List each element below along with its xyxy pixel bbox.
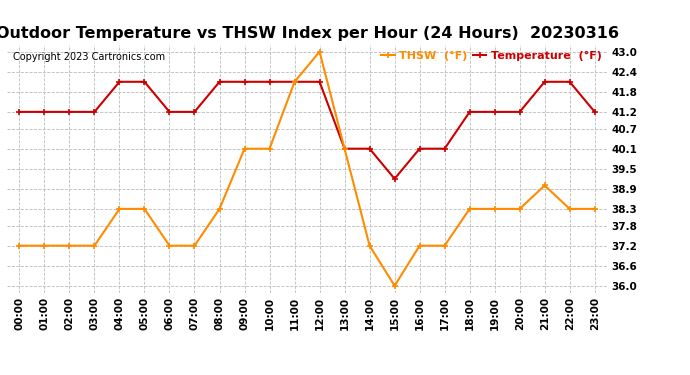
Title: Outdoor Temperature vs THSW Index per Hour (24 Hours)  20230316: Outdoor Temperature vs THSW Index per Ho… [0,26,618,41]
Text: Copyright 2023 Cartronics.com: Copyright 2023 Cartronics.com [13,53,165,62]
Legend: THSW  (°F), Temperature  (°F): THSW (°F), Temperature (°F) [382,51,602,61]
